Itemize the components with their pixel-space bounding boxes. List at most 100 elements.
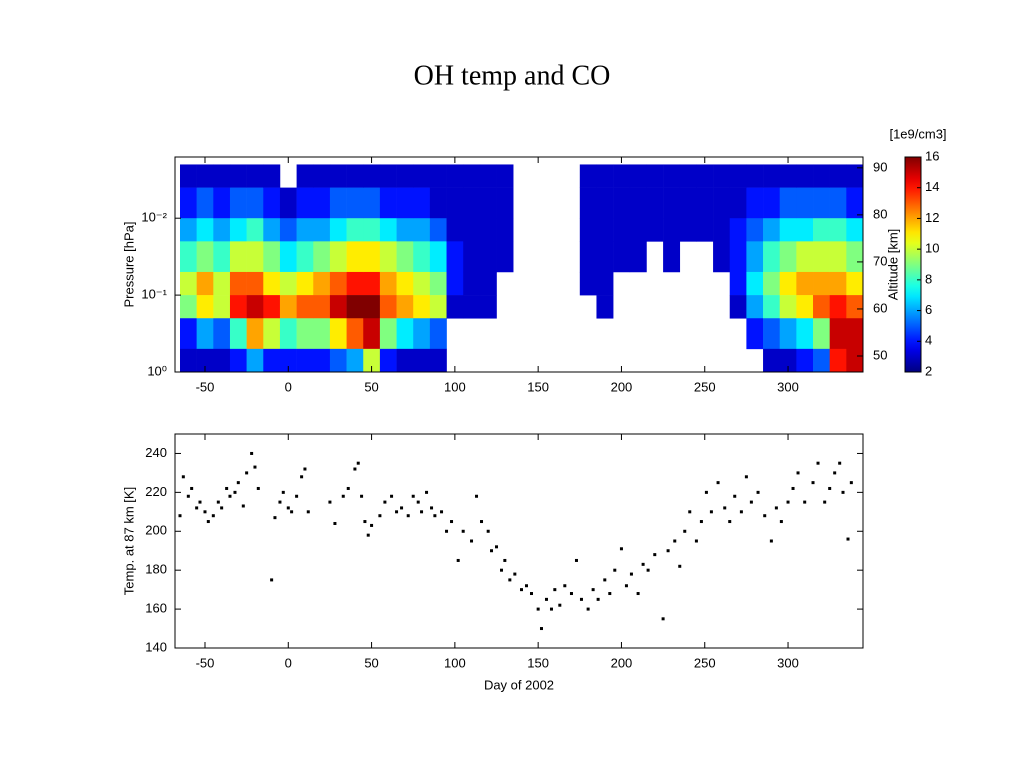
heatmap-cell <box>229 218 247 242</box>
point <box>558 603 562 607</box>
x-axis-label: Day of 2002 <box>484 677 554 692</box>
heatmap-cell <box>446 271 464 296</box>
heatmap-cell <box>196 241 214 273</box>
heatmap-cell <box>396 295 414 319</box>
heatmap-cell <box>329 241 347 273</box>
heatmap-cell <box>729 241 747 273</box>
heatmap-cell <box>796 187 814 219</box>
point <box>181 475 185 479</box>
heatmap-cell <box>379 218 397 242</box>
heatmap-cell <box>813 295 830 319</box>
heatmap-cell <box>329 271 347 296</box>
point <box>791 486 795 490</box>
heatmap-cell <box>279 271 297 296</box>
heatmap-cell <box>313 318 331 350</box>
heatmap-cell <box>329 295 347 319</box>
point <box>333 521 337 525</box>
heatmap-cell <box>446 187 464 219</box>
heatmap-cell <box>496 241 514 273</box>
heatmap-cell <box>413 318 431 350</box>
point <box>524 584 528 588</box>
heatmap-cell <box>796 164 814 188</box>
heatmap-cell <box>479 218 497 242</box>
y-axis-label: Temp. at 87 km [K] <box>121 487 136 595</box>
heatmap-cell <box>746 218 764 242</box>
heatmap-cell <box>379 271 397 296</box>
point <box>420 510 424 514</box>
heatmap-cell <box>613 241 631 273</box>
heatmap-cell <box>596 218 614 242</box>
point <box>646 568 650 572</box>
heatmap-cell <box>296 241 314 273</box>
heatmap-cell <box>279 348 297 373</box>
heatmap-cell <box>629 187 647 219</box>
heatmap-cell <box>229 295 247 319</box>
heatmap-cell <box>596 295 614 319</box>
point <box>456 558 460 562</box>
y-tick-label: 10⁰ <box>147 363 167 378</box>
heatmap-cell <box>413 295 431 319</box>
heatmap-cell <box>396 187 414 219</box>
heatmap-cell <box>579 241 597 273</box>
heatmap-cell <box>196 164 214 188</box>
heatmap-cell <box>329 318 347 350</box>
point <box>661 617 665 621</box>
point <box>495 545 499 549</box>
heatmap-cell <box>663 218 681 242</box>
point <box>694 539 698 543</box>
heatmap-cell <box>613 187 631 219</box>
heatmap-cell <box>846 271 864 296</box>
heatmap-cell <box>729 271 747 296</box>
point <box>195 506 199 510</box>
x-tick-label: 100 <box>444 655 466 670</box>
heatmap-cell <box>679 164 697 188</box>
point <box>769 539 773 543</box>
heatmap-cell <box>779 295 797 319</box>
heatmap-cell <box>429 241 447 273</box>
heatmap-cell <box>763 241 781 273</box>
point <box>739 510 743 514</box>
colorbar-tick-label: 4 <box>925 333 932 348</box>
heatmap-cell <box>296 187 314 219</box>
x-tick-label: 300 <box>777 379 799 394</box>
point <box>273 516 277 520</box>
point <box>486 529 490 533</box>
point <box>838 461 842 465</box>
point <box>290 510 294 514</box>
heatmap-cell <box>413 348 431 373</box>
heatmap-cell <box>263 295 281 319</box>
x-tick-label: 50 <box>364 379 378 394</box>
point <box>744 475 748 479</box>
colorbar-tick-label: 8 <box>925 271 932 286</box>
heatmap-cell <box>596 241 614 273</box>
point <box>786 500 790 504</box>
heatmap-cell <box>296 271 314 296</box>
heatmap-cell <box>846 295 864 319</box>
heatmap-cell <box>296 348 314 373</box>
point <box>549 607 553 611</box>
heatmap-cell <box>196 318 214 350</box>
heatmap-cell <box>813 271 830 296</box>
heatmap-cell <box>279 187 297 219</box>
y-tick-label: 200 <box>145 523 167 538</box>
point <box>390 494 394 498</box>
heatmap-cell <box>229 271 247 296</box>
x-tick-label: -50 <box>196 655 215 670</box>
point <box>544 597 548 601</box>
point <box>763 514 767 518</box>
point <box>480 520 484 524</box>
heatmap-cell <box>779 241 797 273</box>
heatmap-cell <box>763 348 781 373</box>
heatmap-cell <box>313 241 331 273</box>
point <box>624 584 628 588</box>
heatmap-cell <box>829 348 847 373</box>
heatmap-cell <box>246 271 264 296</box>
heatmap-cell <box>313 348 331 373</box>
heatmap-cell <box>329 218 347 242</box>
heatmap-cell <box>463 241 481 273</box>
heatmap-cell <box>496 218 514 242</box>
point <box>709 510 713 514</box>
y-tick-label: 220 <box>145 484 167 499</box>
heatmap-cell <box>363 295 381 319</box>
heatmap-cell <box>429 348 447 373</box>
